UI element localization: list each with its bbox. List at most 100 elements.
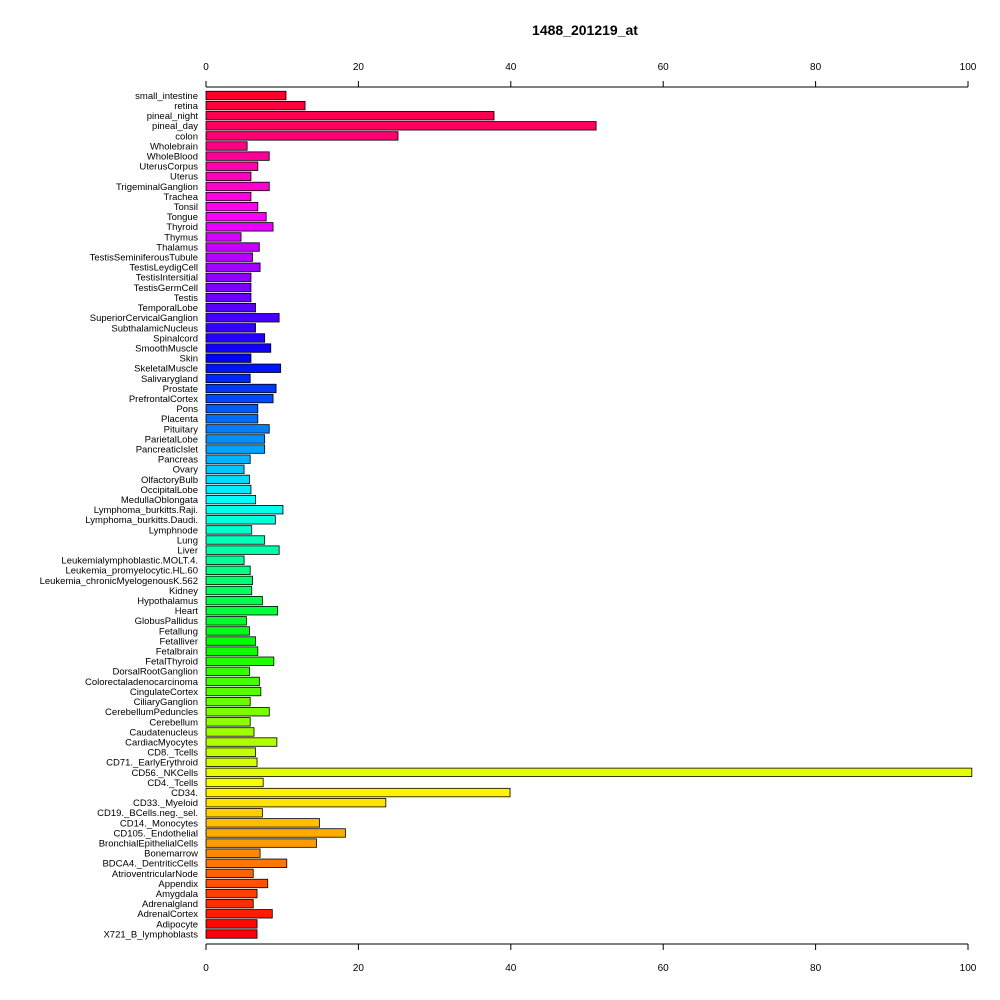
category-label: FetalThyroid xyxy=(145,657,198,668)
category-label: CerebellumPeduncles xyxy=(105,707,198,718)
category-label: Cerebellum xyxy=(149,717,198,728)
bar-5 xyxy=(205,141,248,151)
bar-9 xyxy=(205,181,270,192)
bar-62 xyxy=(205,717,251,727)
category-label: Colorectaladenocarcinoma xyxy=(85,677,199,688)
bar-36 xyxy=(205,454,251,464)
category-label: UterusCorpus xyxy=(139,162,198,173)
tick-label: 60 xyxy=(658,62,670,73)
bar-19 xyxy=(205,282,252,293)
bar-77 xyxy=(205,868,254,879)
category-label: CD14._Monocytes xyxy=(120,818,198,829)
bar-37 xyxy=(205,464,245,474)
category-label: TestisLeydigCell xyxy=(129,263,198,274)
bar-52 xyxy=(205,616,247,626)
bar-71 xyxy=(205,808,263,818)
category-label: Fetalbrain xyxy=(156,647,198,658)
bar-44 xyxy=(205,535,266,545)
bar-46 xyxy=(205,555,245,565)
category-label: SmoothMuscle xyxy=(135,343,198,354)
category-label: SuperiorCervicalGanglion xyxy=(90,313,198,324)
category-label: TemporalLobe xyxy=(138,303,198,314)
bar-25 xyxy=(205,343,272,353)
bar-39 xyxy=(205,484,252,495)
bar-21 xyxy=(205,303,256,313)
category-label: Adrenalgland xyxy=(142,899,198,910)
category-label: BDCA4._DentriticCells xyxy=(102,859,198,870)
category-label: Lymphoma_burkitts.Raji. xyxy=(94,505,198,516)
bar-63 xyxy=(205,727,255,737)
bar-49 xyxy=(205,585,253,596)
category-label: TestisSeminiferousTubule xyxy=(90,253,198,264)
category-label: Trachea xyxy=(164,192,199,203)
bar-67 xyxy=(205,767,973,778)
category-label: Pancreas xyxy=(158,455,198,466)
bar-1 xyxy=(205,100,306,111)
category-label: Adipocyte xyxy=(156,919,198,930)
bar-22 xyxy=(205,313,280,323)
category-label: Uterus xyxy=(170,172,198,183)
bar-53 xyxy=(205,626,250,636)
bar-68 xyxy=(205,777,264,788)
category-label: SubthalamicNucleus xyxy=(111,323,198,334)
bar-74 xyxy=(205,838,317,848)
category-label: CingulateCortex xyxy=(130,687,198,698)
bar-18 xyxy=(205,272,252,282)
bar-3 xyxy=(205,121,597,131)
category-label: TrigeminalGanglion xyxy=(116,182,198,193)
category-label: Leukemialymphoblastic.MOLT.4. xyxy=(61,556,198,567)
bar-78 xyxy=(205,878,269,889)
category-label: TestisIntersitial xyxy=(136,273,198,284)
bar-69 xyxy=(205,787,511,798)
bar-32 xyxy=(205,414,259,424)
bar-40 xyxy=(205,494,256,505)
bar-51 xyxy=(205,606,279,616)
category-label: Salivarygland xyxy=(141,374,198,385)
bar-59 xyxy=(205,686,262,697)
category-label: DorsalRootGanglion xyxy=(112,667,198,678)
category-label: AtrioventricularNode xyxy=(112,869,198,880)
bar-73 xyxy=(205,828,346,838)
bar-24 xyxy=(205,333,266,343)
bar-54 xyxy=(205,636,256,646)
bar-65 xyxy=(205,747,256,757)
bar-10 xyxy=(205,191,252,202)
bar-28 xyxy=(205,373,251,384)
category-label: Amygdala xyxy=(156,889,199,900)
bar-27 xyxy=(205,363,282,373)
category-label: AdrenalCortex xyxy=(137,909,198,920)
bar-38 xyxy=(205,474,250,485)
bar-80 xyxy=(205,899,254,909)
bar-11 xyxy=(205,201,259,212)
bar-79 xyxy=(205,888,258,899)
category-label: PancreaticIslet xyxy=(136,444,199,455)
category-label: MedullaOblongata xyxy=(121,495,199,506)
category-label: Leukemia_chronicMyelogenousK.562 xyxy=(40,576,198,587)
tick-label: 40 xyxy=(505,963,517,974)
bar-64 xyxy=(205,737,278,747)
bar-13 xyxy=(205,222,274,232)
bar-16 xyxy=(205,252,253,262)
category-label: Thalamus xyxy=(156,242,198,253)
category-label: colon xyxy=(175,131,198,142)
tick-label: 40 xyxy=(505,62,517,73)
bar-48 xyxy=(205,575,253,586)
bar-17 xyxy=(205,262,261,272)
tick-label: 20 xyxy=(353,963,365,974)
category-label: Thyroid xyxy=(166,222,198,233)
category-label: Lung xyxy=(177,535,198,546)
bar-31 xyxy=(205,404,259,414)
category-label: Tongue xyxy=(167,212,198,223)
bar-34 xyxy=(205,434,266,444)
category-label: SkeletalMuscle xyxy=(134,364,198,375)
category-label: Skin xyxy=(180,354,198,365)
tick-label: 80 xyxy=(810,62,822,73)
category-label: Bonemarrow xyxy=(144,849,198,860)
bar-15 xyxy=(205,242,260,252)
bar-60 xyxy=(205,697,251,707)
bar-50 xyxy=(205,595,263,606)
bar-82 xyxy=(205,919,258,929)
category-label: Fetallung xyxy=(159,626,198,637)
category-label: OccipitalLobe xyxy=(140,485,198,496)
